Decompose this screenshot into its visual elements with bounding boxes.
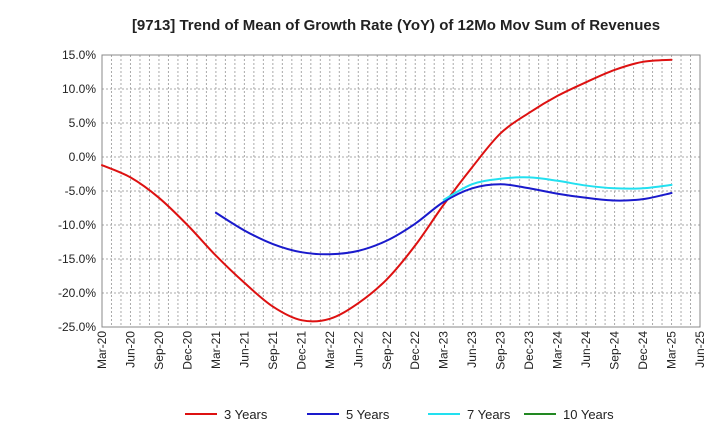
x-tick-label: Mar-23 bbox=[437, 331, 451, 369]
y-axis: 15.0% 10.0% 5.0% 0.0% -5.0% -10.0% -15.0% -20.0… bbox=[58, 48, 96, 334]
y-tick-label: -10.0% bbox=[58, 218, 96, 232]
legend-label-5-years: 5 Years bbox=[346, 407, 390, 422]
x-tick-label: Dec-23 bbox=[522, 331, 536, 370]
legend-label-7-years: 7 Years bbox=[467, 407, 511, 422]
grid-layer bbox=[101, 54, 701, 328]
x-tick-label: Sep-23 bbox=[494, 331, 508, 370]
x-tick-label: Mar-24 bbox=[551, 331, 565, 369]
series-line-5-years bbox=[214, 183, 673, 256]
plot-frame bbox=[101, 54, 701, 328]
legend-label-10-years: 10 Years bbox=[563, 407, 614, 422]
x-tick-label: Mar-20 bbox=[95, 331, 109, 369]
x-tick-label: Jun-20 bbox=[123, 331, 137, 368]
x-tick-label: Dec-22 bbox=[408, 331, 422, 370]
y-tick-label: 0.0% bbox=[69, 150, 97, 164]
x-tick-label: Jun-21 bbox=[237, 331, 251, 368]
x-tick-label: Mar-25 bbox=[665, 331, 679, 369]
y-tick-label: -25.0% bbox=[58, 320, 96, 334]
x-tick-label: Dec-24 bbox=[636, 331, 650, 370]
y-tick-label: -5.0% bbox=[65, 184, 97, 198]
x-tick-label: Dec-20 bbox=[180, 331, 194, 370]
x-axis: Mar-20 Jun-20 Sep-20 Dec-20 Mar-21 Jun-21 Sep-… bbox=[95, 331, 707, 370]
x-tick-label: Jun-24 bbox=[579, 331, 593, 368]
series-line-7-years bbox=[442, 176, 673, 201]
x-tick-label: Sep-21 bbox=[266, 331, 280, 370]
x-tick-label: Mar-22 bbox=[323, 331, 337, 369]
y-tick-label: 10.0% bbox=[62, 82, 96, 96]
series-layer bbox=[101, 58, 673, 323]
y-tick-label: 5.0% bbox=[69, 116, 97, 130]
x-tick-label: Dec-21 bbox=[294, 331, 308, 370]
chart-title: [9713] Trend of Mean of Growth Rate (YoY… bbox=[132, 17, 660, 34]
x-tick-label: Jun-22 bbox=[351, 331, 365, 368]
x-tick-label: Sep-22 bbox=[380, 331, 394, 370]
x-tick-label: Mar-21 bbox=[209, 331, 223, 369]
y-tick-label: -15.0% bbox=[58, 252, 96, 266]
x-tick-label: Jun-23 bbox=[465, 331, 479, 368]
y-tick-label: -20.0% bbox=[58, 286, 96, 300]
legend-label-3-years: 3 Years bbox=[224, 407, 268, 422]
legend: 3 Years 5 Years 7 Years 10 Years bbox=[185, 407, 614, 422]
x-tick-label: Jun-25 bbox=[693, 331, 707, 368]
y-tick-label: 15.0% bbox=[62, 48, 96, 62]
x-tick-label: Sep-24 bbox=[608, 331, 622, 370]
x-tick-label: Sep-20 bbox=[152, 331, 166, 370]
series-line-3-years bbox=[101, 58, 673, 323]
